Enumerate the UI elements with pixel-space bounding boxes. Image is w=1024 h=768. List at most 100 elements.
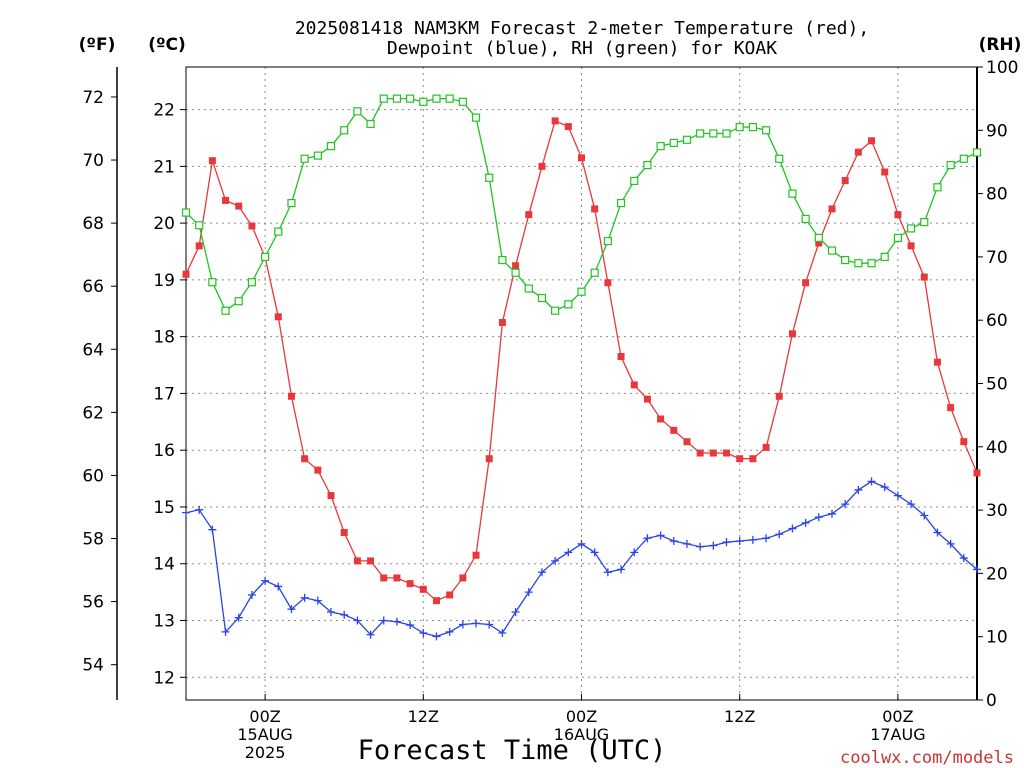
rh-point — [696, 129, 705, 138]
dewpoint-point — [327, 608, 336, 617]
dewpoint-point — [682, 539, 691, 548]
temperature-point — [894, 211, 902, 219]
rh-point — [471, 113, 481, 122]
rh-point — [577, 287, 586, 296]
temperature-point — [551, 117, 559, 125]
temperature-point — [248, 222, 256, 230]
dewpoint-point — [208, 525, 217, 534]
temperature-point — [591, 205, 599, 213]
rh-point — [340, 126, 349, 135]
x-tick-label: 2025 — [245, 743, 286, 762]
fahrenheit-tick-label: 64 — [82, 340, 104, 360]
rh-point — [208, 278, 217, 287]
temperature-point — [525, 211, 533, 219]
temperature-point — [657, 415, 665, 423]
rh-point — [458, 97, 467, 106]
temperature-point — [947, 404, 955, 412]
dewpoint-point — [801, 518, 810, 527]
rh-point — [735, 123, 744, 132]
dewpoint-point — [537, 568, 546, 577]
dewpoint-point — [973, 565, 981, 574]
dewpoint-point — [419, 629, 428, 638]
rh-point — [590, 268, 599, 277]
celsius-tick-label: 19 — [153, 271, 175, 291]
rh-tick-label: 30 — [986, 501, 1008, 521]
temperature-series-line — [185, 120, 978, 602]
temperature-point — [788, 330, 796, 338]
fahrenheit-tick-label: 54 — [82, 656, 104, 676]
rh-tick-label: 20 — [986, 564, 1008, 584]
rh-point — [656, 142, 665, 151]
rh-point — [616, 198, 626, 208]
dewpoint-point — [524, 588, 533, 597]
temperature-point — [301, 455, 309, 463]
rh-point — [788, 189, 797, 198]
rh-point — [379, 94, 388, 103]
dewpoint-point — [261, 576, 270, 585]
dewpoint-point — [551, 556, 560, 565]
rh-point — [643, 161, 652, 170]
temperature-point — [775, 392, 783, 400]
temperature-point — [432, 597, 440, 605]
rh-point — [406, 94, 415, 103]
celsius-tick-label: 14 — [153, 555, 175, 575]
axes-layer: 12 13 14 15 16 17 18 19 20 21 22 54 56 58 60 62 64 66 68 70… — [82, 58, 1018, 711]
temperature-point — [762, 443, 770, 451]
temperature-point — [709, 449, 717, 457]
rh-tick-label: 0 — [986, 691, 997, 711]
temperature-point — [287, 392, 295, 400]
dewpoint-point — [669, 537, 678, 546]
temperature-point — [512, 262, 520, 270]
temperature-point — [683, 438, 691, 446]
temperature-point — [195, 242, 203, 250]
rh-point — [841, 255, 850, 265]
rh-tick-label: 80 — [986, 185, 1008, 205]
temperature-point — [314, 466, 322, 474]
dewpoint-point — [643, 534, 652, 543]
x-tick-label: 17AUG — [870, 725, 925, 744]
rh-point — [893, 233, 903, 243]
temperature-point — [854, 148, 862, 156]
dewpoint-point — [353, 616, 362, 625]
x-tick-label: 12Z — [724, 707, 755, 726]
rh-point — [946, 161, 955, 170]
credit-text: coolwx.com/models — [840, 748, 1014, 768]
rh-point — [748, 123, 757, 132]
rh-unit-label: (RH) — [979, 35, 1022, 55]
rh-point — [630, 176, 639, 186]
rh-point — [498, 255, 507, 265]
dewpoint-point — [893, 491, 902, 500]
celsius-tick-label: 17 — [153, 384, 175, 404]
rh-tick-label: 50 — [986, 375, 1008, 395]
dewpoint-point — [788, 524, 797, 533]
rh-tick-label: 100 — [986, 58, 1018, 78]
temperature-point — [459, 574, 467, 582]
fahrenheit-tick-label: 66 — [82, 277, 104, 297]
temperature-point — [578, 154, 585, 162]
rh-point — [247, 278, 257, 287]
rh-point — [419, 97, 428, 106]
rh-point — [221, 306, 230, 315]
temperature-point — [696, 449, 704, 457]
rh-point — [880, 252, 889, 261]
temperature-point — [498, 318, 506, 326]
rh-point — [669, 138, 678, 148]
temperature-point — [643, 395, 651, 403]
x-tick-label: 00Z — [249, 707, 280, 726]
temperature-point — [367, 557, 375, 565]
temperature-point — [736, 455, 744, 463]
rh-tick-label: 90 — [986, 121, 1008, 141]
rh-point — [959, 154, 968, 163]
dewpoint-point — [854, 485, 863, 494]
dewpoint-point — [432, 632, 441, 641]
dewpoint-point — [735, 537, 744, 546]
celsius-unit-label: (ºC) — [148, 35, 186, 55]
series-layer — [181, 94, 982, 641]
dewpoint-point — [590, 548, 599, 557]
temperature-point — [485, 455, 493, 463]
fahrenheit-tick-label: 70 — [82, 151, 104, 171]
dewpoint-point — [907, 500, 916, 509]
dewpoint-point — [841, 500, 850, 509]
